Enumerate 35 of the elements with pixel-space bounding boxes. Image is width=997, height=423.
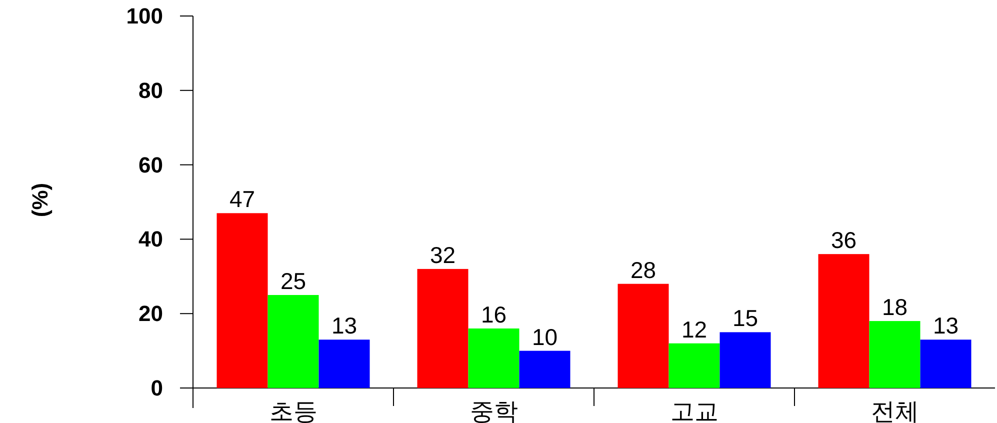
bar <box>818 254 870 388</box>
data-label: 16 <box>480 301 507 328</box>
data-label: 13 <box>331 312 358 339</box>
data-label: 28 <box>630 256 656 283</box>
bar <box>468 328 520 388</box>
y-tick-label: 80 <box>138 78 163 103</box>
x-tick-label: 초등 <box>269 398 318 423</box>
y-axis-title: (%) <box>28 182 52 218</box>
y-tick-label: 0 <box>150 376 163 400</box>
bar <box>216 213 268 388</box>
x-tick-label: 고교 <box>670 398 718 423</box>
bar <box>720 332 771 388</box>
bar <box>318 340 370 388</box>
y-tick-label: 20 <box>138 301 163 326</box>
bar <box>519 350 570 388</box>
bar <box>618 284 669 388</box>
bar <box>417 268 468 388</box>
data-label: 47 <box>229 186 256 212</box>
x-tick-label: 전체 <box>870 398 919 423</box>
data-label: 32 <box>430 242 456 268</box>
data-label: 12 <box>681 316 708 342</box>
bar <box>668 343 720 388</box>
y-tick-label: 100 <box>126 4 163 28</box>
bar <box>268 295 319 388</box>
data-label: 25 <box>280 268 306 294</box>
bar <box>920 340 972 388</box>
x-tick-label: 중학 <box>470 398 518 423</box>
data-label: 13 <box>932 312 959 339</box>
data-label: 36 <box>830 227 857 254</box>
y-tick-label: 60 <box>138 152 163 178</box>
data-label: 18 <box>882 294 908 320</box>
bar <box>869 321 920 388</box>
data-label: 15 <box>732 305 758 332</box>
y-tick-label: 40 <box>138 226 163 252</box>
data-label: 10 <box>532 324 558 350</box>
